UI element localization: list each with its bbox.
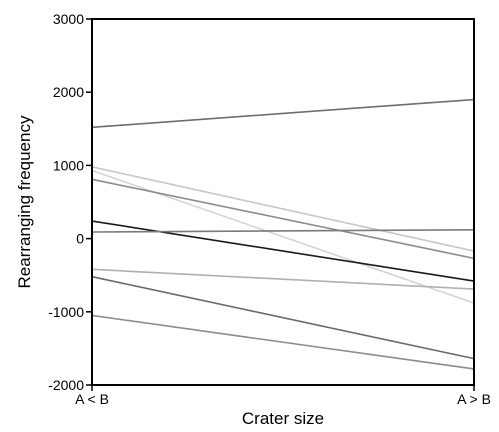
y-tick-label: 3000 — [53, 11, 84, 27]
y-tick-label: 1000 — [53, 157, 84, 173]
series-line-9 — [91, 314, 475, 370]
y-tick-label: 0 — [76, 231, 84, 247]
y-axis-title: Rearranging frequency — [15, 115, 34, 288]
y-tick-label: -2000 — [48, 377, 84, 393]
series-layer — [91, 98, 475, 370]
series-line-6 — [91, 229, 475, 233]
y-axis: 3000 2000 1000 0 -1000 -2000 — [48, 11, 92, 393]
plot-frame — [91, 18, 475, 386]
series-line-1 — [91, 98, 475, 129]
x-tick-label: A > B — [457, 391, 491, 407]
series-line-2 — [91, 166, 475, 252]
series-line-4 — [91, 178, 475, 260]
y-tick-label: -1000 — [48, 304, 84, 320]
y-tick-label: 2000 — [53, 84, 84, 100]
series-line-7 — [91, 268, 475, 290]
x-tick-label: A < B — [75, 391, 109, 407]
x-axis: A < B A > B — [75, 385, 491, 407]
x-axis-title: Crater size — [242, 409, 324, 428]
series-line-8 — [91, 275, 475, 360]
